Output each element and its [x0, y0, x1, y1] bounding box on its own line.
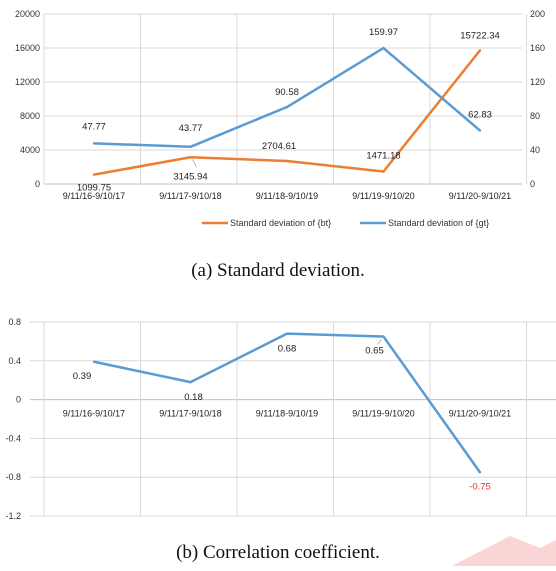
left-tick-label: 0: [35, 179, 40, 189]
category-tick-label: 9/11/16-9/10/17: [63, 191, 125, 201]
chart-a-right-axis: 0 40 80 120 160 200: [530, 9, 545, 189]
data-point: [92, 173, 96, 176]
left-tick-label: 16000: [15, 43, 40, 53]
chart-b: 0.80.40-0.4-0.8-1.2 9/11/16-9/10/17 9/11/…: [5, 317, 556, 563]
data-point: [92, 142, 96, 145]
series-line-bt: [93, 49, 481, 176]
category-tick-label: 9/11/19-9/10/20: [352, 191, 414, 201]
data-label: 0.65: [365, 346, 384, 357]
legend-label-bt: Standard deviation of {bt}: [230, 218, 331, 228]
category-tick-label: 9/11/20-9/10/21: [449, 409, 511, 419]
data-label: 159.97: [369, 27, 398, 38]
legend-label-gt: Standard deviation of {gt}: [388, 218, 489, 228]
label-leader-line: [192, 159, 197, 168]
chart-b-series: [92, 332, 482, 474]
data-point: [92, 360, 96, 363]
category-tick-label: 9/11/18-9/10/19: [256, 191, 318, 201]
right-tick-label: 120: [530, 77, 545, 87]
right-tick-label: 200: [530, 9, 545, 19]
right-tick-label: 80: [530, 111, 540, 121]
caption-a: (a) Standard deviation.: [191, 260, 365, 281]
category-tick-label: 9/11/17-9/10/18: [159, 409, 221, 419]
caption-b: (b) Correlation coefficient.: [176, 542, 380, 563]
data-label: 15722.34: [460, 30, 500, 41]
data-point: [189, 145, 192, 148]
data-point: [285, 159, 289, 163]
left-tick-label: 20000: [15, 9, 40, 19]
chart-b-category-axis: 9/11/16-9/10/17 9/11/17-9/10/18 9/11/18-9/…: [63, 409, 511, 419]
category-tick-label: 9/11/16-9/10/17: [63, 409, 125, 419]
y-tick-label: -1.2: [5, 511, 21, 521]
data-point: [285, 105, 289, 109]
chart-a-grid: [43, 13, 527, 185]
right-tick-label: 0: [530, 179, 535, 189]
chart-a-series: [92, 46, 482, 176]
data-point: [478, 49, 482, 52]
chart-b-axis: 0.8 0.4 0 -0.4 -0.8 -1.2: [5, 317, 21, 521]
data-point: [478, 471, 482, 474]
data-label: 90.58: [275, 87, 299, 98]
y-tick-label: -0.8: [5, 472, 21, 482]
left-tick-label: 12000: [15, 77, 40, 87]
chart-a-data-labels: 1099.75 3145.94 2704.61 1471.18 15722.34 47.7…: [77, 27, 500, 194]
data-label: 2704.61: [262, 141, 296, 152]
data-label: 1471.18: [366, 150, 400, 161]
category-tick-label: 9/11/18-9/10/19: [256, 409, 318, 419]
left-tick-label: 8000: [20, 111, 40, 121]
data-label: 47.77: [82, 121, 106, 132]
data-point: [285, 332, 289, 335]
data-label: -0.75: [469, 481, 491, 492]
data-point: [382, 170, 385, 173]
data-point: [478, 129, 482, 132]
y-tick-label: -0.4: [5, 433, 21, 443]
category-tick-label: 9/11/17-9/10/18: [159, 191, 221, 201]
right-tick-label: 40: [530, 145, 540, 155]
category-tick-label: 9/11/19-9/10/20: [352, 409, 414, 419]
left-tick-label: 4000: [20, 145, 40, 155]
data-label: 43.77: [179, 123, 203, 134]
data-label: 0.68: [278, 344, 297, 355]
chart-a-category-axis: 9/11/16-9/10/17 9/11/17-9/10/18 9/11/18-9/…: [63, 191, 511, 201]
chart-a-left-axis: 0 4000 8000 12000 16000 20000: [15, 9, 40, 189]
right-tick-label: 160: [530, 43, 545, 53]
y-tick-label: 0.4: [8, 356, 21, 366]
data-label: 0.18: [184, 392, 203, 403]
y-tick-label: 0: [16, 395, 21, 405]
category-tick-label: 9/11/20-9/10/21: [449, 191, 511, 201]
data-label: 62.83: [468, 110, 492, 121]
y-tick-label: 0.8: [8, 317, 21, 327]
chart-a-legend: Standard deviation of {bt} Standard devi…: [202, 218, 489, 228]
data-label: 3145.94: [173, 171, 207, 182]
watermark-shape: [452, 536, 556, 566]
data-label: 1099.75: [77, 183, 111, 194]
label-leader-line: [377, 339, 382, 345]
data-point: [189, 156, 192, 159]
data-point: [189, 380, 192, 384]
chart-b-data-labels: 0.39 0.18 0.68 0.65 -0.75: [73, 339, 491, 492]
chart-b-grid: [30, 321, 556, 517]
data-point: [382, 46, 385, 50]
data-point: [382, 335, 385, 338]
data-label: 0.39: [73, 371, 92, 382]
